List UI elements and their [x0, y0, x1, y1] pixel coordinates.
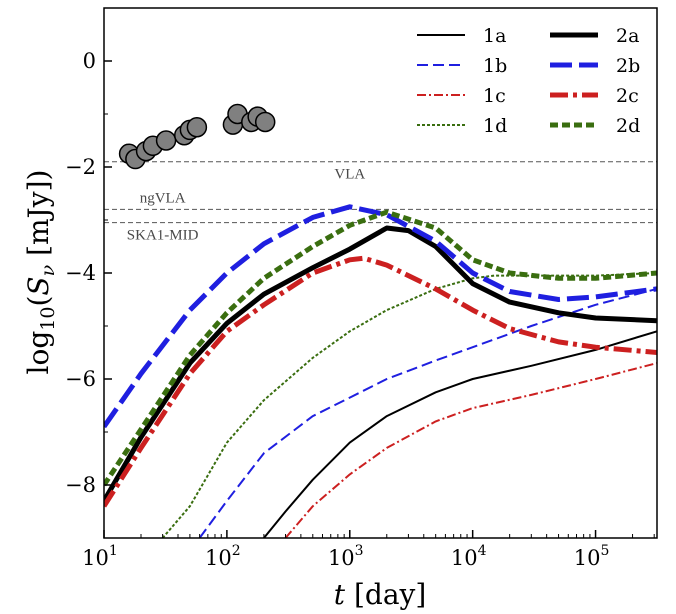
series-line-1c	[284, 362, 657, 538]
y-tick-label: −6	[65, 367, 96, 391]
reference-label-ska1-mid: SKA1-MID	[127, 228, 199, 244]
legend-label-2d: 2d	[616, 115, 640, 137]
legend-label-1d: 1d	[483, 115, 507, 137]
x-tick-label: 102	[205, 543, 241, 570]
reference-lines: VLA ngVLA SKA1-MID	[104, 161, 657, 244]
x-axis-title: t [day]	[334, 578, 427, 611]
series-line-2a	[104, 225, 657, 503]
plot-frame	[103, 7, 658, 539]
series-line-1a	[263, 330, 657, 538]
axis-ticks: 101 102 103 104 105 0 −2 −4 −6 −8	[65, 7, 655, 570]
series-line-2d	[104, 209, 657, 487]
series-line-1b	[198, 287, 657, 538]
x-tick-label: 104	[451, 543, 487, 570]
y-axis-title: log10(Sν [mJy])	[22, 170, 59, 375]
series-line-2b	[104, 204, 657, 429]
observation-point	[155, 130, 177, 151]
observation-point	[254, 111, 276, 133]
y-tick-label: −4	[65, 261, 96, 285]
legend-label-2a: 2a	[616, 25, 639, 47]
x-tick-label: 105	[574, 543, 610, 570]
y-tick-label: −2	[65, 155, 96, 179]
y-tick-label: −8	[65, 473, 96, 497]
series-layer	[104, 204, 657, 538]
observation-point	[186, 117, 208, 138]
x-tick-label: 101	[82, 543, 118, 570]
series-line-2c	[104, 255, 657, 508]
legend: 1a 1b 1c 1d 2a 2b 2c 2d	[417, 25, 640, 137]
legend-label-1b: 1b	[483, 55, 507, 77]
observation-points	[118, 103, 276, 170]
legend-label-2b: 2b	[616, 55, 640, 77]
legend-label-1a: 1a	[483, 25, 506, 47]
y-tick-label: 0	[83, 49, 96, 73]
x-tick-label: 103	[328, 543, 364, 570]
legend-label-1c: 1c	[483, 85, 506, 107]
legend-label-2c: 2c	[616, 85, 639, 107]
reference-label-ngvla: ngVLA	[140, 190, 186, 206]
reference-label-vla: VLA	[334, 167, 365, 183]
